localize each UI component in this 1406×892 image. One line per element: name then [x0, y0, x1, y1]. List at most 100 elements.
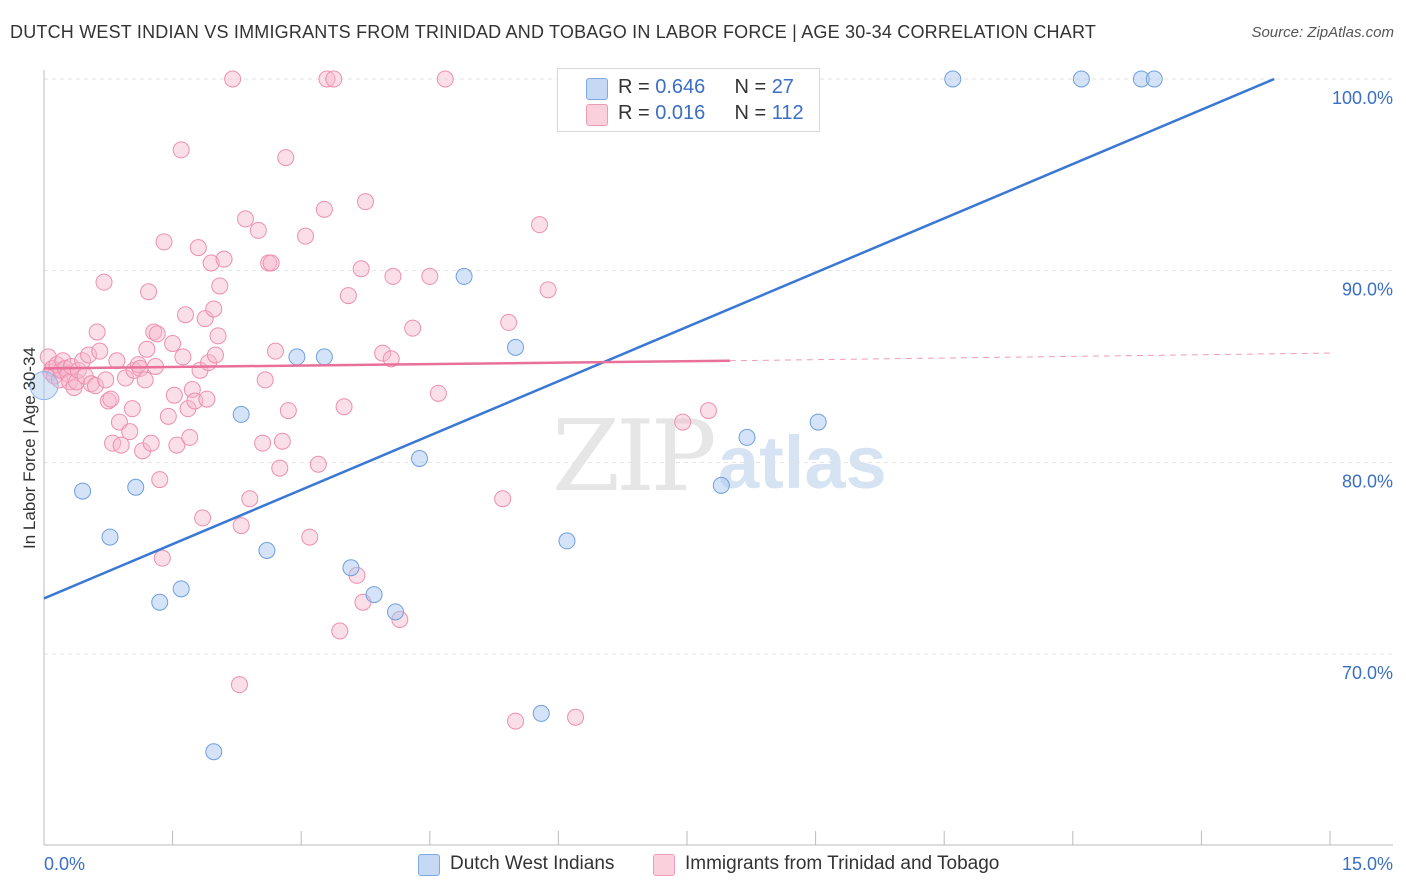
data-point-trinidad-tobago: [384, 267, 402, 285]
data-point-dutch-west-indians-cluster: [29, 371, 59, 401]
data-point-trinidad-tobago: [224, 70, 242, 88]
data-point-trinidad-tobago: [357, 193, 374, 211]
data-point-trinidad-tobago: [159, 407, 177, 425]
data-point-dutch-west-indians: [288, 348, 306, 366]
data-point-trinidad-tobago: [699, 402, 717, 420]
data-point-trinidad-tobago: [138, 340, 156, 358]
data-point-trinidad-tobago: [500, 313, 518, 331]
data-point-trinidad-tobago: [165, 386, 183, 404]
data-point-dutch-west-indians: [411, 450, 429, 467]
data-point-dutch-west-indians: [205, 743, 223, 761]
data-point-dutch-west-indians: [809, 413, 827, 431]
source-label: Source: ZipAtlas.com: [1251, 24, 1394, 41]
data-point-trinidad-tobago: [230, 676, 248, 694]
data-point-trinidad-tobago: [136, 371, 154, 389]
data-point-dutch-west-indians: [455, 267, 473, 285]
data-point-trinidad-tobago: [331, 622, 349, 640]
data-point-trinidad-tobago: [404, 319, 422, 337]
data-point-trinidad-tobago: [202, 254, 220, 272]
data-point-trinidad-tobago: [123, 400, 141, 418]
data-point-trinidad-tobago: [318, 70, 336, 88]
data-point-trinidad-tobago: [429, 384, 447, 402]
trendline-dutch-west-indians: [43, 77, 1275, 600]
data-point-dutch-west-indians: [532, 704, 550, 722]
series-legend: Dutch West Indians Immigrants from Trini…: [0, 852, 1406, 880]
data-point-trinidad-tobago: [494, 490, 512, 508]
data-point-trinidad-tobago: [232, 517, 250, 535]
legend-label: Dutch West Indians: [450, 853, 615, 874]
data-point-trinidad-tobago: [325, 70, 343, 88]
chart-title: DUTCH WEST INDIAN VS IMMIGRANTS FROM TRI…: [10, 22, 1097, 42]
data-point-trinidad-tobago: [164, 335, 182, 352]
data-point-trinidad-tobago: [352, 260, 370, 278]
data-point-trinidad-tobago: [309, 455, 327, 473]
data-point-trinidad-tobago: [153, 549, 171, 567]
data-point-trinidad-tobago: [172, 141, 190, 159]
data-point-trinidad-tobago: [181, 428, 199, 446]
data-point-trinidad-tobago: [112, 436, 130, 454]
data-point-dutch-west-indians: [74, 482, 92, 500]
data-point-trinidad-tobago: [674, 413, 692, 431]
data-point-trinidad-tobago: [279, 402, 297, 420]
correlation-legend: R = 0.646 N = 27 R = 0.016 N = 112: [557, 68, 820, 132]
data-point-trinidad-tobago: [507, 712, 525, 730]
data-point-trinidad-tobago: [69, 361, 87, 379]
y-axis-label-wrap: In Labor Force | Age 30-34: [18, 310, 42, 590]
data-point-dutch-west-indians: [342, 559, 360, 577]
data-point-trinidad-tobago: [335, 398, 353, 416]
data-point-dutch-west-indians: [151, 593, 169, 611]
data-point-trinidad-tobago: [121, 423, 139, 441]
data-point-trinidad-tobago: [97, 371, 115, 389]
legend-n-value: 112: [771, 102, 804, 124]
data-point-trinidad-tobago: [196, 310, 214, 328]
data-point-trinidad-tobago: [176, 306, 194, 324]
data-point-trinidad-tobago: [339, 287, 357, 305]
legend-r-label: R =: [618, 76, 656, 98]
x-tick-label: 15.0%: [1342, 854, 1393, 874]
data-point-trinidad-tobago: [254, 434, 272, 452]
data-point-trinidad-tobago: [531, 216, 549, 234]
y-tick-label: 100.0%: [1332, 88, 1393, 108]
y-tick-label: 80.0%: [1342, 471, 1393, 491]
data-point-dutch-west-indians: [387, 603, 405, 621]
watermark-zip: ZIP: [552, 400, 717, 514]
data-point-trinidad-tobago: [209, 327, 227, 345]
data-point-trinidad-tobago: [266, 342, 284, 360]
data-point-dutch-west-indians: [1145, 70, 1163, 88]
data-point-dutch-west-indians: [507, 338, 525, 356]
data-point-trinidad-tobago: [91, 342, 109, 360]
data-point-trinidad-tobago: [168, 436, 186, 454]
legend-label: Immigrants from Trinidad and Tobago: [685, 853, 1000, 874]
data-point-trinidad-tobago: [99, 392, 117, 410]
data-point-trinidad-tobago: [155, 233, 173, 251]
data-point-trinidad-tobago: [262, 254, 280, 272]
data-point-trinidad-tobago: [151, 471, 169, 489]
data-point-trinidad-tobago: [104, 434, 122, 452]
data-point-trinidad-tobago: [421, 267, 439, 285]
data-point-trinidad-tobago: [142, 434, 160, 452]
data-point-trinidad-tobago: [206, 346, 224, 364]
data-point-trinidad-tobago: [205, 300, 223, 318]
data-point-dutch-west-indians: [172, 580, 190, 598]
legend-n-label: N =: [734, 102, 772, 124]
legend-swatch-pink: [653, 854, 675, 876]
data-point-dutch-west-indians: [1072, 70, 1090, 88]
data-point-trinidad-tobago: [194, 509, 212, 527]
data-point-trinidad-tobago: [86, 377, 104, 395]
data-point-dutch-west-indians: [127, 478, 145, 496]
data-point-trinidad-tobago: [140, 283, 158, 301]
data-point-trinidad-tobago: [198, 390, 216, 408]
data-point-trinidad-tobago: [539, 281, 557, 299]
data-point-dutch-west-indians: [738, 428, 756, 446]
data-point-dutch-west-indians: [712, 476, 730, 494]
data-point-trinidad-tobago: [148, 325, 166, 343]
data-point-trinidad-tobago: [382, 350, 400, 368]
data-point-trinidad-tobago: [215, 250, 233, 268]
y-tick-label: 70.0%: [1342, 663, 1393, 683]
y-tick-label: 90.0%: [1342, 280, 1393, 300]
legend-r-value: 0.646: [655, 76, 706, 98]
legend-n-value: 27: [771, 76, 794, 98]
data-point-trinidad-tobago: [189, 239, 207, 257]
legend-r-label: R =: [618, 102, 656, 124]
data-point-dutch-west-indians: [365, 586, 383, 604]
